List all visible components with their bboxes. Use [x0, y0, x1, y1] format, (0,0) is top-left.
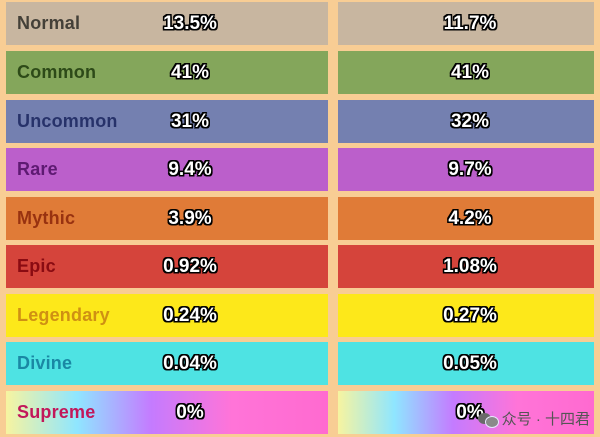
- table-row: Supreme 0% 0%: [0, 391, 600, 434]
- watermark-text: 众号 · 十四君: [501, 411, 590, 428]
- probability-right: 32%: [450, 110, 490, 132]
- table-row: Divine 0.04% 0.05%: [0, 342, 600, 385]
- probability-right: 11.7%: [443, 12, 497, 34]
- probability-left: 0%: [176, 401, 204, 423]
- table-row: Normal 13.5% 11.7%: [0, 2, 600, 45]
- probability-cell-right: 9.7%: [338, 148, 594, 191]
- rarity-cell: Epic 0.92%: [6, 245, 328, 288]
- probability-cell-right: 0.27%: [338, 294, 594, 337]
- rarity-cell: Mythic 3.9%: [6, 197, 328, 240]
- probability-right: 0%: [456, 401, 484, 423]
- probability-right: 0.27%: [443, 304, 497, 326]
- probability-cell-right: 32%: [338, 100, 594, 143]
- rarity-cell: Divine 0.04%: [6, 342, 328, 385]
- table-row: Rare 9.4% 9.7%: [0, 148, 600, 191]
- rarity-name: Supreme: [17, 402, 96, 422]
- rarity-name: Rare: [17, 159, 58, 179]
- probability-left: 3.9%: [168, 207, 212, 229]
- table-row: Legendary 0.24% 0.27%: [0, 294, 600, 337]
- watermark: 众号 · 十四君: [477, 408, 590, 429]
- table-row: Epic 0.92% 1.08%: [0, 245, 600, 288]
- rarity-cell: Uncommon 31%: [6, 100, 328, 143]
- probability-cell-right: 41%: [338, 51, 594, 94]
- probability-right: 1.08%: [443, 255, 497, 277]
- probability-left: 0.24%: [163, 304, 217, 326]
- rarity-name: Epic: [17, 256, 56, 276]
- rarity-name: Legendary: [17, 305, 110, 325]
- rarity-name: Normal: [17, 13, 81, 33]
- probability-left: 13.5%: [163, 12, 217, 34]
- probability-right: 9.7%: [448, 158, 492, 180]
- rarity-name: Divine: [17, 353, 73, 373]
- probability-right: 4.2%: [448, 207, 492, 229]
- rarity-name: Mythic: [17, 208, 76, 228]
- probability-right: 41%: [450, 61, 490, 83]
- rarity-cell: Rare 9.4%: [6, 148, 328, 191]
- probability-left: 0.04%: [163, 352, 217, 374]
- chat-bubbles-icon: [477, 411, 499, 428]
- rarity-cell: Normal 13.5%: [6, 2, 328, 45]
- rarity-name: Uncommon: [17, 111, 118, 131]
- probability-cell-right: 4.2%: [338, 197, 594, 240]
- probability-right: 0.05%: [443, 352, 497, 374]
- rarity-cell: Legendary 0.24%: [6, 294, 328, 337]
- probability-cell-right: 1.08%: [338, 245, 594, 288]
- probability-left: 41%: [170, 61, 210, 83]
- probability-left: 31%: [170, 110, 210, 132]
- table-row: Uncommon 31% 32%: [0, 100, 600, 143]
- rarity-cell: Supreme 0%: [6, 391, 328, 434]
- probability-left: 0.92%: [163, 255, 217, 277]
- rarity-name: Common: [17, 62, 97, 82]
- table-row: Mythic 3.9% 4.2%: [0, 197, 600, 240]
- rarity-cell: Common 41%: [6, 51, 328, 94]
- probability-cell-right: 0.05%: [338, 342, 594, 385]
- probability-cell-right: 0%: [338, 391, 594, 434]
- table-row: Common 41% 41%: [0, 51, 600, 94]
- probability-cell-right: 11.7%: [338, 2, 594, 45]
- probability-left: 9.4%: [168, 158, 212, 180]
